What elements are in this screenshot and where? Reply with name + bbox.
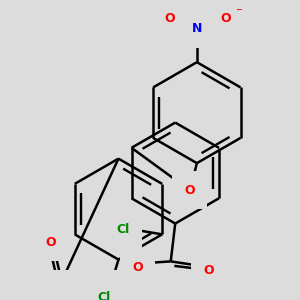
Text: O: O bbox=[46, 236, 56, 249]
Text: Cl: Cl bbox=[116, 223, 129, 236]
Text: O: O bbox=[132, 261, 143, 274]
Text: O: O bbox=[203, 264, 214, 277]
Text: ⁻: ⁻ bbox=[235, 6, 242, 19]
Text: O: O bbox=[220, 11, 231, 25]
Text: N: N bbox=[192, 22, 202, 35]
Text: O: O bbox=[184, 184, 195, 197]
Text: O: O bbox=[164, 11, 175, 25]
Text: Cl: Cl bbox=[98, 291, 111, 300]
